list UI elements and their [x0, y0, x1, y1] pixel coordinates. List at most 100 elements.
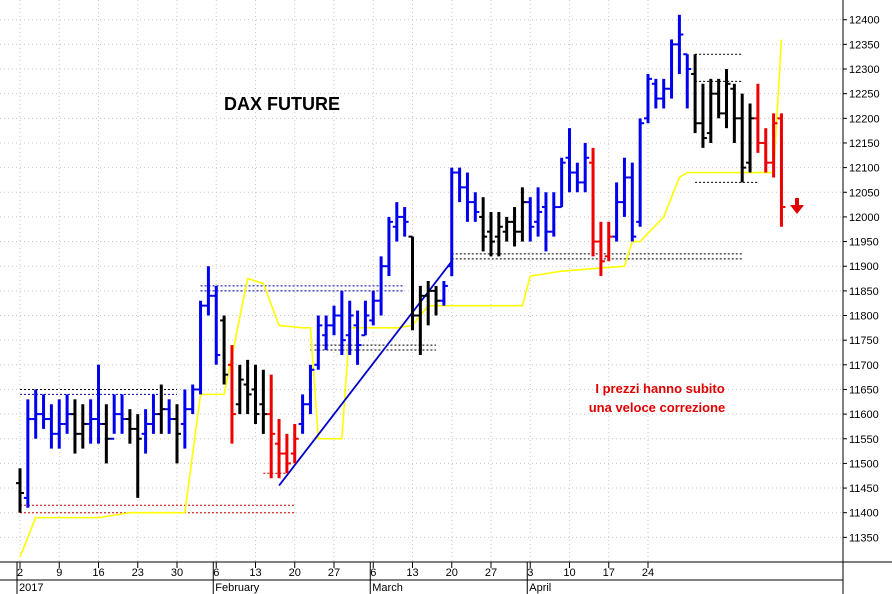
ohlc-bar — [165, 399, 174, 434]
x-tick-label: 6 — [213, 567, 219, 579]
ohlc-bar — [78, 404, 87, 449]
y-tick-label: 12300 — [849, 64, 880, 76]
y-tick-label: 11650 — [849, 384, 879, 396]
ohlc-bar — [541, 192, 550, 252]
ohlc-bar — [730, 83, 739, 143]
ohlc-bar — [400, 207, 409, 237]
ohlc-bar — [471, 192, 480, 222]
y-tick-label: 11350 — [849, 532, 879, 544]
y-tick-label: 12050 — [849, 187, 880, 199]
ohlc-bar — [180, 389, 189, 449]
ohlc-bar — [31, 389, 40, 439]
x-tick-label: 6 — [370, 567, 376, 579]
y-tick-label: 11550 — [849, 434, 879, 446]
x-tick-label: 30 — [171, 567, 183, 579]
ohlc-bar — [282, 433, 291, 474]
ohlc-bar — [298, 394, 307, 434]
ohlc-bar — [322, 315, 331, 351]
ohlc-bar — [753, 83, 762, 153]
ohlc-bars — [16, 14, 786, 513]
arrow-head — [790, 205, 804, 214]
stop-line-path — [19, 39, 783, 558]
x-tick-label: 27 — [485, 567, 497, 579]
ohlc-bar — [722, 69, 731, 129]
y-tick-label: 12150 — [849, 138, 880, 150]
ohlc-bar — [777, 113, 786, 227]
ohlc-bar — [463, 172, 472, 222]
ohlc-bar — [761, 128, 770, 173]
chart-title: DAX FUTURE — [224, 94, 340, 114]
ohlc-bar — [337, 290, 346, 355]
ohlc-bar — [290, 423, 299, 464]
ohlc-bar — [424, 281, 433, 326]
y-tick-label: 11800 — [849, 311, 879, 323]
ohlc-bar — [149, 394, 158, 434]
ohlc-bar — [581, 142, 590, 193]
ohlc-bar — [212, 285, 221, 365]
ohlc-bar — [173, 404, 181, 464]
ohlc-bar — [243, 359, 252, 415]
x-tick-label: 17 — [603, 567, 615, 579]
ohlc-bar — [102, 404, 111, 464]
x-tick-label: 13 — [406, 567, 418, 579]
trendline-path — [278, 260, 453, 487]
ohlc-bar — [220, 315, 229, 385]
y-tick-label: 12000 — [849, 212, 880, 224]
ohlc-bar — [644, 73, 652, 124]
ohlc-bar — [667, 39, 676, 99]
ohlc-bar — [675, 14, 684, 74]
ohlc-bar — [706, 78, 715, 143]
trendline — [278, 260, 453, 487]
ohlc-bar — [589, 147, 598, 257]
x-tick-label: 3 — [527, 567, 533, 579]
x-month-label: 2017 — [19, 582, 43, 594]
ohlc-bar — [275, 419, 284, 479]
x-tick-label: 27 — [328, 567, 340, 579]
ohlc-bar — [23, 399, 32, 508]
x-tick-label: 13 — [249, 567, 261, 579]
y-tick-label: 12100 — [849, 163, 880, 175]
ohlc-bar — [353, 310, 362, 365]
ohlc-bar — [408, 235, 417, 331]
y-tick-label: 11400 — [849, 508, 879, 520]
ohlc-bar — [227, 345, 236, 444]
ohlc-bar — [534, 187, 543, 237]
x-tick-label: 16 — [92, 567, 104, 579]
ohlc-bar — [620, 157, 629, 217]
x-tick-label: 20 — [289, 567, 301, 579]
y-tick-label: 12200 — [849, 113, 880, 125]
ohlc-bar — [691, 54, 700, 134]
y-tick-label: 12350 — [849, 39, 880, 51]
ohlc-bar — [769, 113, 778, 178]
ohlc-bar — [549, 192, 558, 237]
ohlc-bar — [479, 197, 488, 252]
annotation-line-2: una veloce correzione — [589, 400, 726, 415]
ohlc-bar — [125, 409, 134, 444]
ohlc-bar — [330, 305, 338, 336]
ohlc-bar — [510, 207, 519, 247]
annotation-line-1: I prezzi hanno subito — [595, 381, 724, 396]
y-tick-label: 11700 — [849, 360, 879, 372]
ohlc-bar — [416, 285, 425, 355]
ohlc-bar — [487, 211, 495, 257]
ohlc-bar — [267, 374, 276, 479]
ohlc-bar — [306, 364, 315, 415]
ohlc-bar — [133, 414, 142, 498]
y-tick-label: 11900 — [849, 261, 879, 273]
ohlc-bar — [714, 78, 723, 119]
ohlc-bar — [494, 211, 503, 257]
x-tick-label: 9 — [56, 567, 62, 579]
x-month-label: February — [215, 582, 260, 594]
y-axis-ticks: 11350 11400 11450 11500 11550 11600 11650 11700… — [843, 15, 880, 544]
stop-line — [19, 39, 783, 558]
ohlc-bar — [345, 300, 354, 355]
arrow-shaft — [795, 198, 799, 206]
ohlc-bar — [573, 162, 582, 193]
ohlc-bar — [628, 162, 637, 242]
ohlc-bar — [604, 221, 613, 262]
ohlc-bar — [596, 221, 605, 277]
x-month-label: April — [529, 582, 551, 594]
ohlc-bar — [235, 364, 244, 415]
ohlc-bar — [698, 83, 707, 148]
